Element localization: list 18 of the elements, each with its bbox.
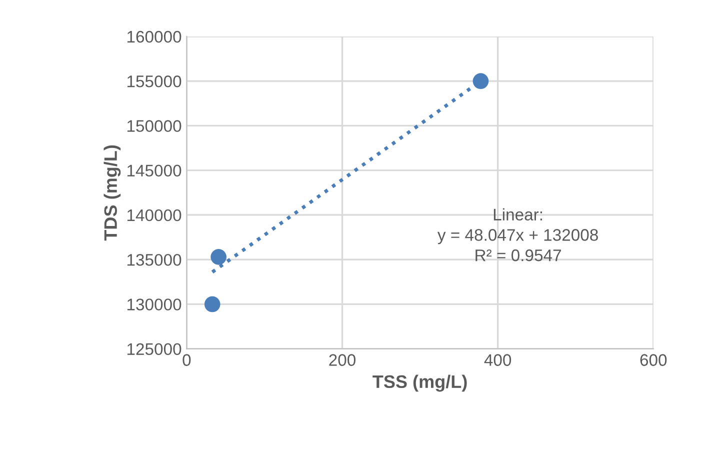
y-tick-label: 150000 [127,120,182,132]
point [472,73,489,90]
x-axis-title: TSS (mg/L) [372,374,467,392]
x-tick-label: 200 [329,354,356,366]
point [204,296,220,312]
y-tick-label: 135000 [127,254,182,266]
annotation: Linear: y = 48.047x + 132008 R² = 0.9547 [437,208,598,262]
y-tick-label: 140000 [127,209,182,222]
y-tick-label: 130000 [127,298,182,310]
x-tick-label: 600 [640,354,667,366]
y-tick-label: 155000 [127,76,182,88]
y-tick-label: 160000 [127,30,182,43]
x-tick-label: 0 [182,354,191,366]
y-tick-label: 145000 [127,164,182,177]
x-tick-label: 400 [484,354,512,366]
y-tick-label: 125000 [127,343,182,356]
y-axis-title: TDS (mg/L) [104,145,121,241]
point [210,249,226,265]
